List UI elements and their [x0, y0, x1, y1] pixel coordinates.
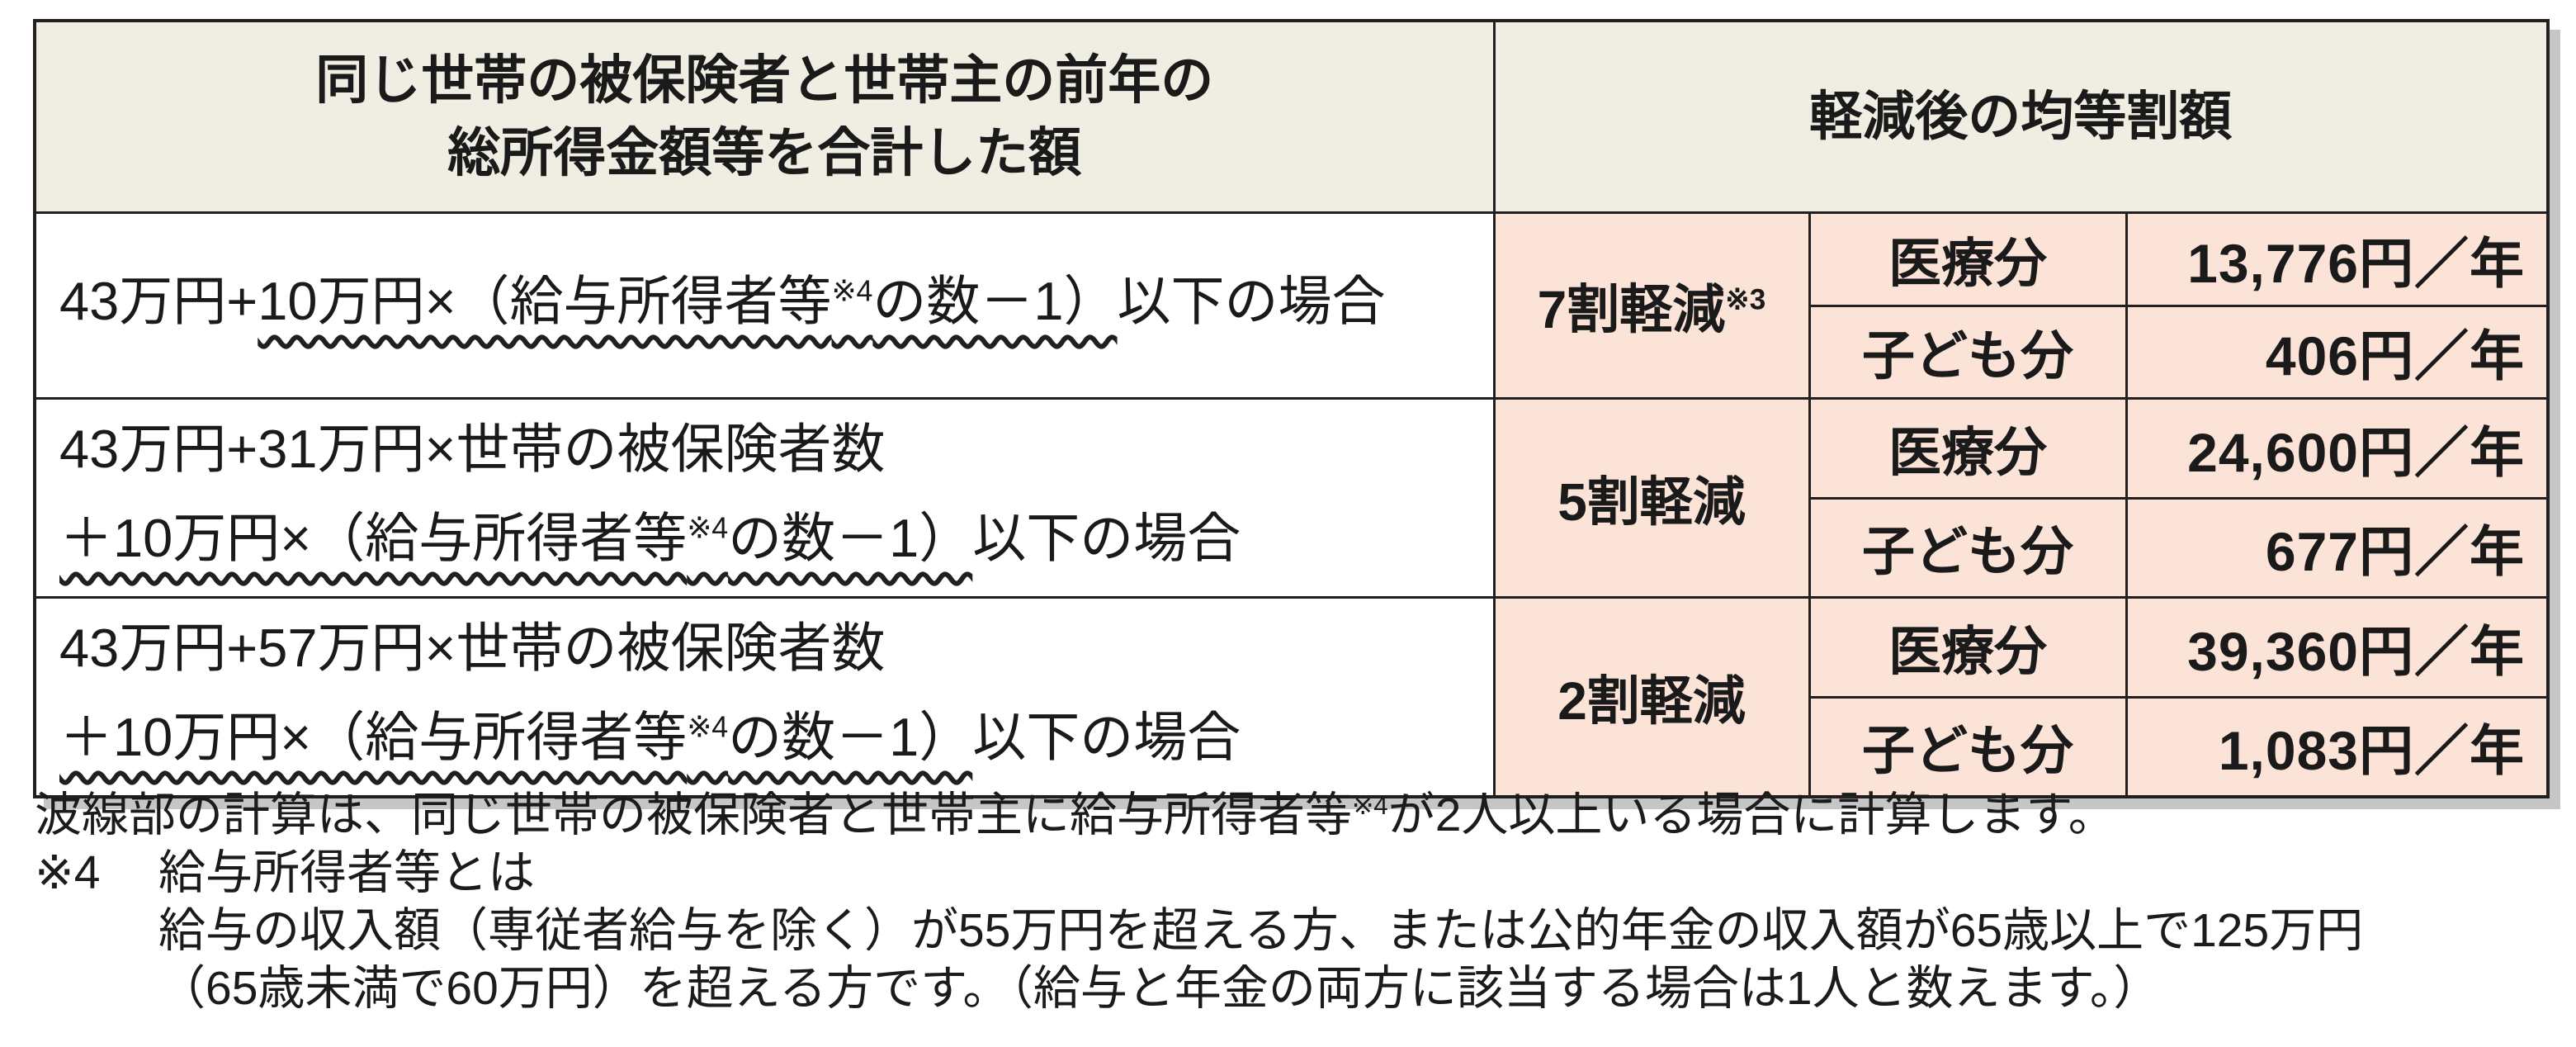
- ref4-definition-heading: ※4 給与所得者等とは: [35, 844, 2560, 902]
- table-row-20-child: 子ども分 1,083円／年: [35, 696, 2550, 798]
- reduction-category-cell-70: 7割軽減※3: [1492, 211, 1811, 400]
- medical-amount-cell: 39,360円／年: [2125, 595, 2550, 699]
- reduction-header-cell: 軽減後の均等割額: [1492, 19, 2550, 214]
- reduction-category-cell-20: 2割軽減: [1492, 595, 1811, 798]
- table-row-70-medical: 43万円+10万円×（給与所得者等※4の数－1）以下の場合 7割軽減※3 医療分…: [33, 211, 2550, 400]
- medical-amount-cell: 24,600円／年: [2125, 396, 2550, 500]
- table-header-row: 同じ世帯の被保険者と世帯主の前年の 総所得金額等を合計した額 軽減後の均等割額: [33, 19, 2550, 214]
- category-label: 2割軽減: [1557, 670, 1746, 731]
- child-amount-cell: 406円／年: [2125, 304, 2550, 400]
- child-amount-cell: 1,083円／年: [2125, 696, 2550, 798]
- ref4-marker: ※4: [35, 846, 101, 899]
- ref4-definition-line2: （65歳未満で60万円）を超える方です。（給与と年金の両方に該当する場合は1人と…: [158, 962, 2161, 1015]
- ref4-superscript: ※4: [1352, 791, 1388, 820]
- ref3-superscript: ※3: [1725, 283, 1766, 316]
- medical-amount-cell: 13,776円／年: [2125, 211, 2550, 307]
- ref4-superscript: ※4: [687, 709, 729, 743]
- table-row-20-medical: 43万円+57万円×世帯の被保険者数 ＋10万円×（給与所得者等※4の数－1）以…: [33, 595, 2550, 798]
- child-label-cell: 子ども分: [1808, 696, 2128, 798]
- income-header-line2: 総所得金額等を合計した額: [447, 123, 1082, 183]
- category-label: 5割軽減: [1557, 471, 1746, 532]
- income-header-line1: 同じ世帯の被保険者と世帯主の前年の: [315, 50, 1214, 111]
- condition-line2: ＋10万円×（給与所得者等※4の数－1）以下の場合: [59, 693, 1478, 782]
- wavy-underline-span: 10万円×（給与所得者等※4の数－1）: [258, 270, 1118, 331]
- table-row-50-medical: 43万円+31万円×世帯の被保険者数 ＋10万円×（給与所得者等※4の数－1）以…: [33, 396, 2550, 599]
- medical-label-cell: 医療分: [1808, 396, 2128, 500]
- ref4-superscript: ※4: [831, 273, 873, 307]
- premium-reduction-table: 同じ世帯の被保険者と世帯主の前年の 総所得金額等を合計した額 軽減後の均等割額 …: [33, 19, 2550, 798]
- ref4-title: 給与所得者等とは: [158, 846, 535, 899]
- child-amount-cell: 677円／年: [2125, 497, 2550, 599]
- medical-label-cell: 医療分: [1808, 595, 2128, 699]
- table-row-70-child: 子ども分 406円／年: [35, 304, 2550, 400]
- ref4-superscript: ※4: [687, 510, 729, 544]
- table-row-50-child: 子ども分 677円／年: [35, 497, 2550, 599]
- ref4-definition-line1: 給与の収入額（専従者給与を除く）が55万円を超える方、または公的年金の収入額が6…: [158, 904, 2364, 957]
- condition-line2: ＋10万円×（給与所得者等※4の数－1）以下の場合: [59, 494, 1478, 583]
- condition-plain-text: 以下の場合: [972, 706, 1241, 767]
- condition-line1: 43万円+57万円×世帯の被保険者数: [59, 617, 886, 678]
- child-label-cell: 子ども分: [1808, 304, 2128, 400]
- condition-plain-text: 以下の場合: [1117, 270, 1386, 331]
- condition-cell-70: 43万円+10万円×（給与所得者等※4の数－1）以下の場合: [33, 211, 1496, 400]
- condition-plain-text: 43万円+: [59, 270, 258, 331]
- wavy-underline-span: ＋10万円×（給与所得者等※4の数－1）: [59, 706, 973, 767]
- wavy-calculation-note: 波線部の計算は、同じ世帯の被保険者と世帯主に給与所得者等※4が2人以上いる場合に…: [35, 789, 2115, 841]
- income-sum-header-cell: 同じ世帯の被保険者と世帯主の前年の 総所得金額等を合計した額: [33, 19, 1496, 214]
- condition-cell-50: 43万円+31万円×世帯の被保険者数 ＋10万円×（給与所得者等※4の数－1）以…: [33, 396, 1496, 599]
- child-label-cell: 子ども分: [1808, 497, 2128, 599]
- medical-label-cell: 医療分: [1808, 211, 2128, 307]
- condition-line1: 43万円+31万円×世帯の被保険者数: [59, 418, 886, 479]
- condition-plain-text: 以下の場合: [972, 507, 1241, 568]
- wavy-underline-span: ＋10万円×（給与所得者等※4の数－1）: [59, 507, 973, 568]
- reduction-category-cell-50: 5割軽減: [1492, 396, 1811, 599]
- footnotes: 波線部の計算は、同じ世帯の被保険者と世帯主に給与所得者等※4が2人以上いる場合に…: [35, 786, 2560, 1017]
- category-label: 7割軽減: [1537, 279, 1726, 339]
- condition-cell-20: 43万円+57万円×世帯の被保険者数 ＋10万円×（給与所得者等※4の数－1）以…: [33, 595, 1496, 798]
